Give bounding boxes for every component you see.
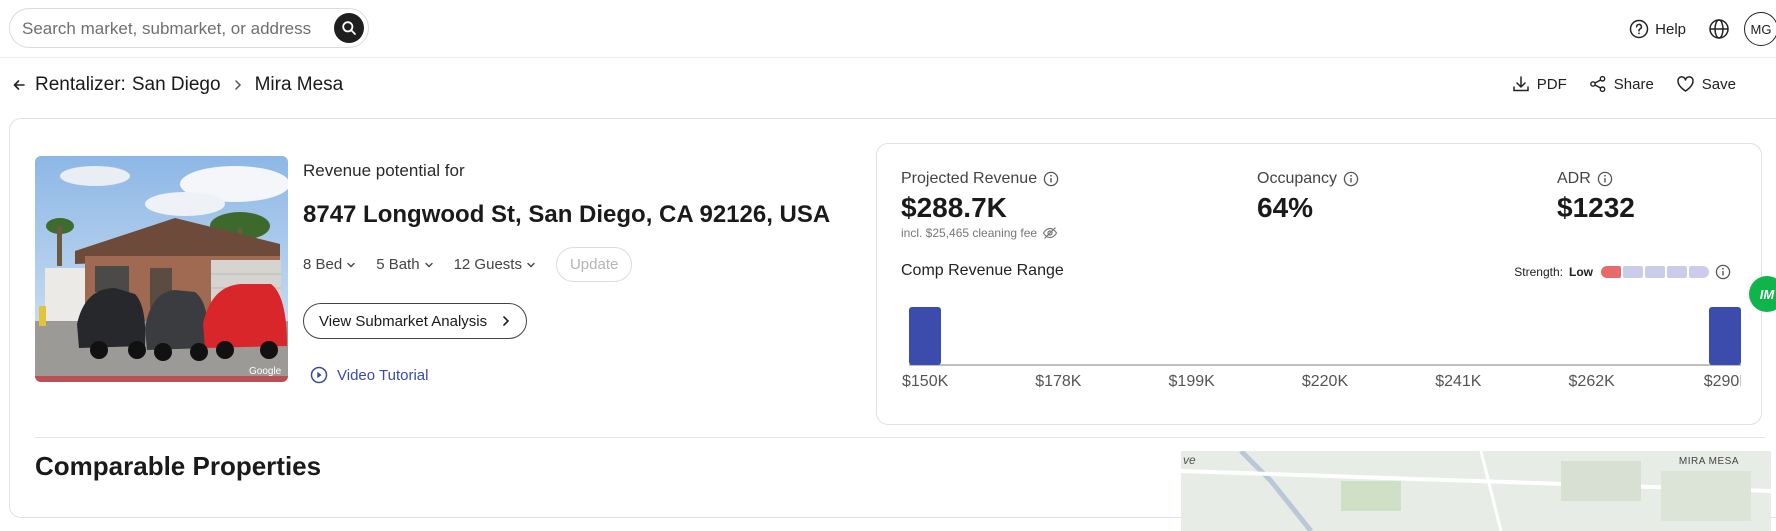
occupancy-label: Occupancy: [1257, 170, 1338, 187]
chart-tick-label: $199K: [1169, 373, 1216, 390]
property-card: Google Revenue potential for 8747 Longwo…: [9, 118, 1776, 531]
strength-value: Low: [1569, 265, 1593, 279]
chart-bar[interactable]: [909, 307, 941, 365]
avatar[interactable]: MG: [1744, 12, 1776, 46]
guests-select[interactable]: 12 Guests: [454, 256, 536, 273]
strength-label: Strength:: [1514, 265, 1563, 279]
save-button[interactable]: Save: [1676, 75, 1736, 93]
page-actions: PDF Share Save: [1512, 75, 1736, 93]
property-photo: Google: [35, 156, 288, 382]
section-divider: [35, 437, 1765, 438]
top-bar: Help MG: [0, 0, 1776, 58]
strength-segment: [1623, 266, 1643, 278]
help-icon: [1629, 19, 1649, 39]
search-button[interactable]: [334, 13, 364, 43]
comp-revenue-chart: $150K $178K $199K $220K $241K $262K $290K: [902, 307, 1741, 390]
chevron-right-icon: [503, 316, 510, 326]
view-submarket-label: View Submarket Analysis: [319, 312, 488, 330]
search-bar: [9, 8, 369, 48]
help-button[interactable]: Help: [1629, 19, 1686, 39]
search-input[interactable]: [22, 16, 332, 42]
comparables-map[interactable]: ve MIRA MESA: [1181, 451, 1771, 531]
video-tutorial-link[interactable]: Video Tutorial: [310, 366, 428, 384]
breadcrumb-app: Rentalizer:: [35, 74, 126, 95]
beds-select[interactable]: 8 Bed: [303, 256, 356, 273]
strength-segment: [1601, 266, 1621, 278]
share-button[interactable]: Share: [1589, 75, 1654, 93]
revenue-potential-heading: Revenue potential for: [303, 161, 465, 180]
help-label: Help: [1655, 20, 1686, 38]
beds-value: 8 Bed: [303, 256, 343, 273]
share-label: Share: [1613, 75, 1654, 93]
chevron-down-icon: [527, 262, 535, 267]
globe-icon: [1709, 19, 1729, 39]
chevron-down-icon: [424, 262, 433, 267]
revenue-stats-panel: Projected Revenue $288.7K incl. $25,465 …: [876, 143, 1762, 425]
chevron-right-icon: [233, 79, 243, 91]
info-icon[interactable]: [1715, 264, 1731, 280]
strength-segment: [1667, 266, 1687, 278]
heart-icon: [1677, 76, 1694, 92]
projected-revenue-value: $288.7K: [901, 192, 1007, 223]
chart-tick-label: $290K: [1704, 373, 1741, 390]
baths-value: 5 Bath: [376, 256, 420, 273]
occupancy-metric: Occupancy 64%: [1257, 170, 1359, 224]
guests-value: 12 Guests: [453, 256, 522, 273]
video-tutorial-label: Video Tutorial: [337, 366, 429, 384]
adr-label: ADR: [1557, 170, 1591, 187]
property-info: Revenue potential for 8747 Longwood St, …: [303, 161, 830, 384]
info-icon[interactable]: [1343, 171, 1359, 187]
strength-segment: [1689, 266, 1709, 278]
property-selectors: 8 Bed 5 Bath 12 Guests Update: [303, 247, 633, 282]
chart-tick-label: $262K: [1569, 373, 1616, 390]
download-icon: [1513, 76, 1529, 92]
breadcrumb-market[interactable]: San Diego: [131, 74, 221, 95]
share-icon: [1589, 75, 1606, 93]
projected-revenue-label: Projected Revenue: [901, 170, 1038, 187]
chart-tick-label: $150K: [902, 373, 949, 390]
search-icon: [342, 21, 356, 35]
back-arrow-icon[interactable]: [12, 78, 26, 92]
adr-value: $1232: [1557, 192, 1635, 223]
info-icon[interactable]: [1043, 171, 1059, 187]
strength-bars: [1601, 266, 1709, 278]
breadcrumb-bar: Rentalizer: San Diego Mira Mesa PDF Shar…: [0, 58, 1776, 118]
breadcrumb: Rentalizer: San Diego Mira Mesa: [35, 74, 343, 96]
baths-select[interactable]: 5 Bath: [376, 256, 433, 273]
chart-tick-label: $178K: [1035, 373, 1082, 390]
projected-revenue-metric: Projected Revenue $288.7K incl. $25,465 …: [901, 170, 1059, 240]
breadcrumb-submarket[interactable]: Mira Mesa: [254, 74, 344, 95]
save-label: Save: [1701, 75, 1736, 93]
top-right-controls: Help MG: [1629, 12, 1776, 46]
view-submarket-analysis-button[interactable]: View Submarket Analysis: [303, 303, 528, 339]
cleaning-fee-note: incl. $25,465 cleaning fee: [901, 226, 1038, 240]
chevron-down-icon: [347, 262, 355, 267]
chart-tick-label: $241K: [1435, 373, 1482, 390]
strength-segment: [1645, 266, 1665, 278]
floating-assistant-button[interactable]: IM: [1749, 276, 1776, 312]
play-circle-icon: [310, 366, 328, 384]
property-address: 8747 Longwood St, San Diego, CA 92126, U…: [303, 201, 831, 228]
language-button[interactable]: [1708, 18, 1730, 40]
map-area-label: MIRA MESA: [1678, 456, 1739, 467]
occupancy-value: 64%: [1257, 192, 1314, 223]
strength-indicator: Strength: Low: [1514, 264, 1731, 280]
pdf-button[interactable]: PDF: [1512, 75, 1567, 93]
pdf-label: PDF: [1536, 75, 1567, 93]
adr-metric: ADR $1232: [1557, 170, 1635, 224]
chart-bar[interactable]: [1709, 307, 1741, 365]
info-icon[interactable]: [1597, 171, 1613, 187]
chart-tick-label: $220K: [1302, 373, 1349, 390]
google-watermark: Google: [249, 366, 282, 377]
comp-revenue-range-title: Comp Revenue Range: [901, 262, 1064, 279]
update-button[interactable]: Update: [555, 247, 633, 282]
hide-eye-icon[interactable]: [1042, 226, 1058, 240]
map-label-fragment: ve: [1183, 453, 1196, 467]
